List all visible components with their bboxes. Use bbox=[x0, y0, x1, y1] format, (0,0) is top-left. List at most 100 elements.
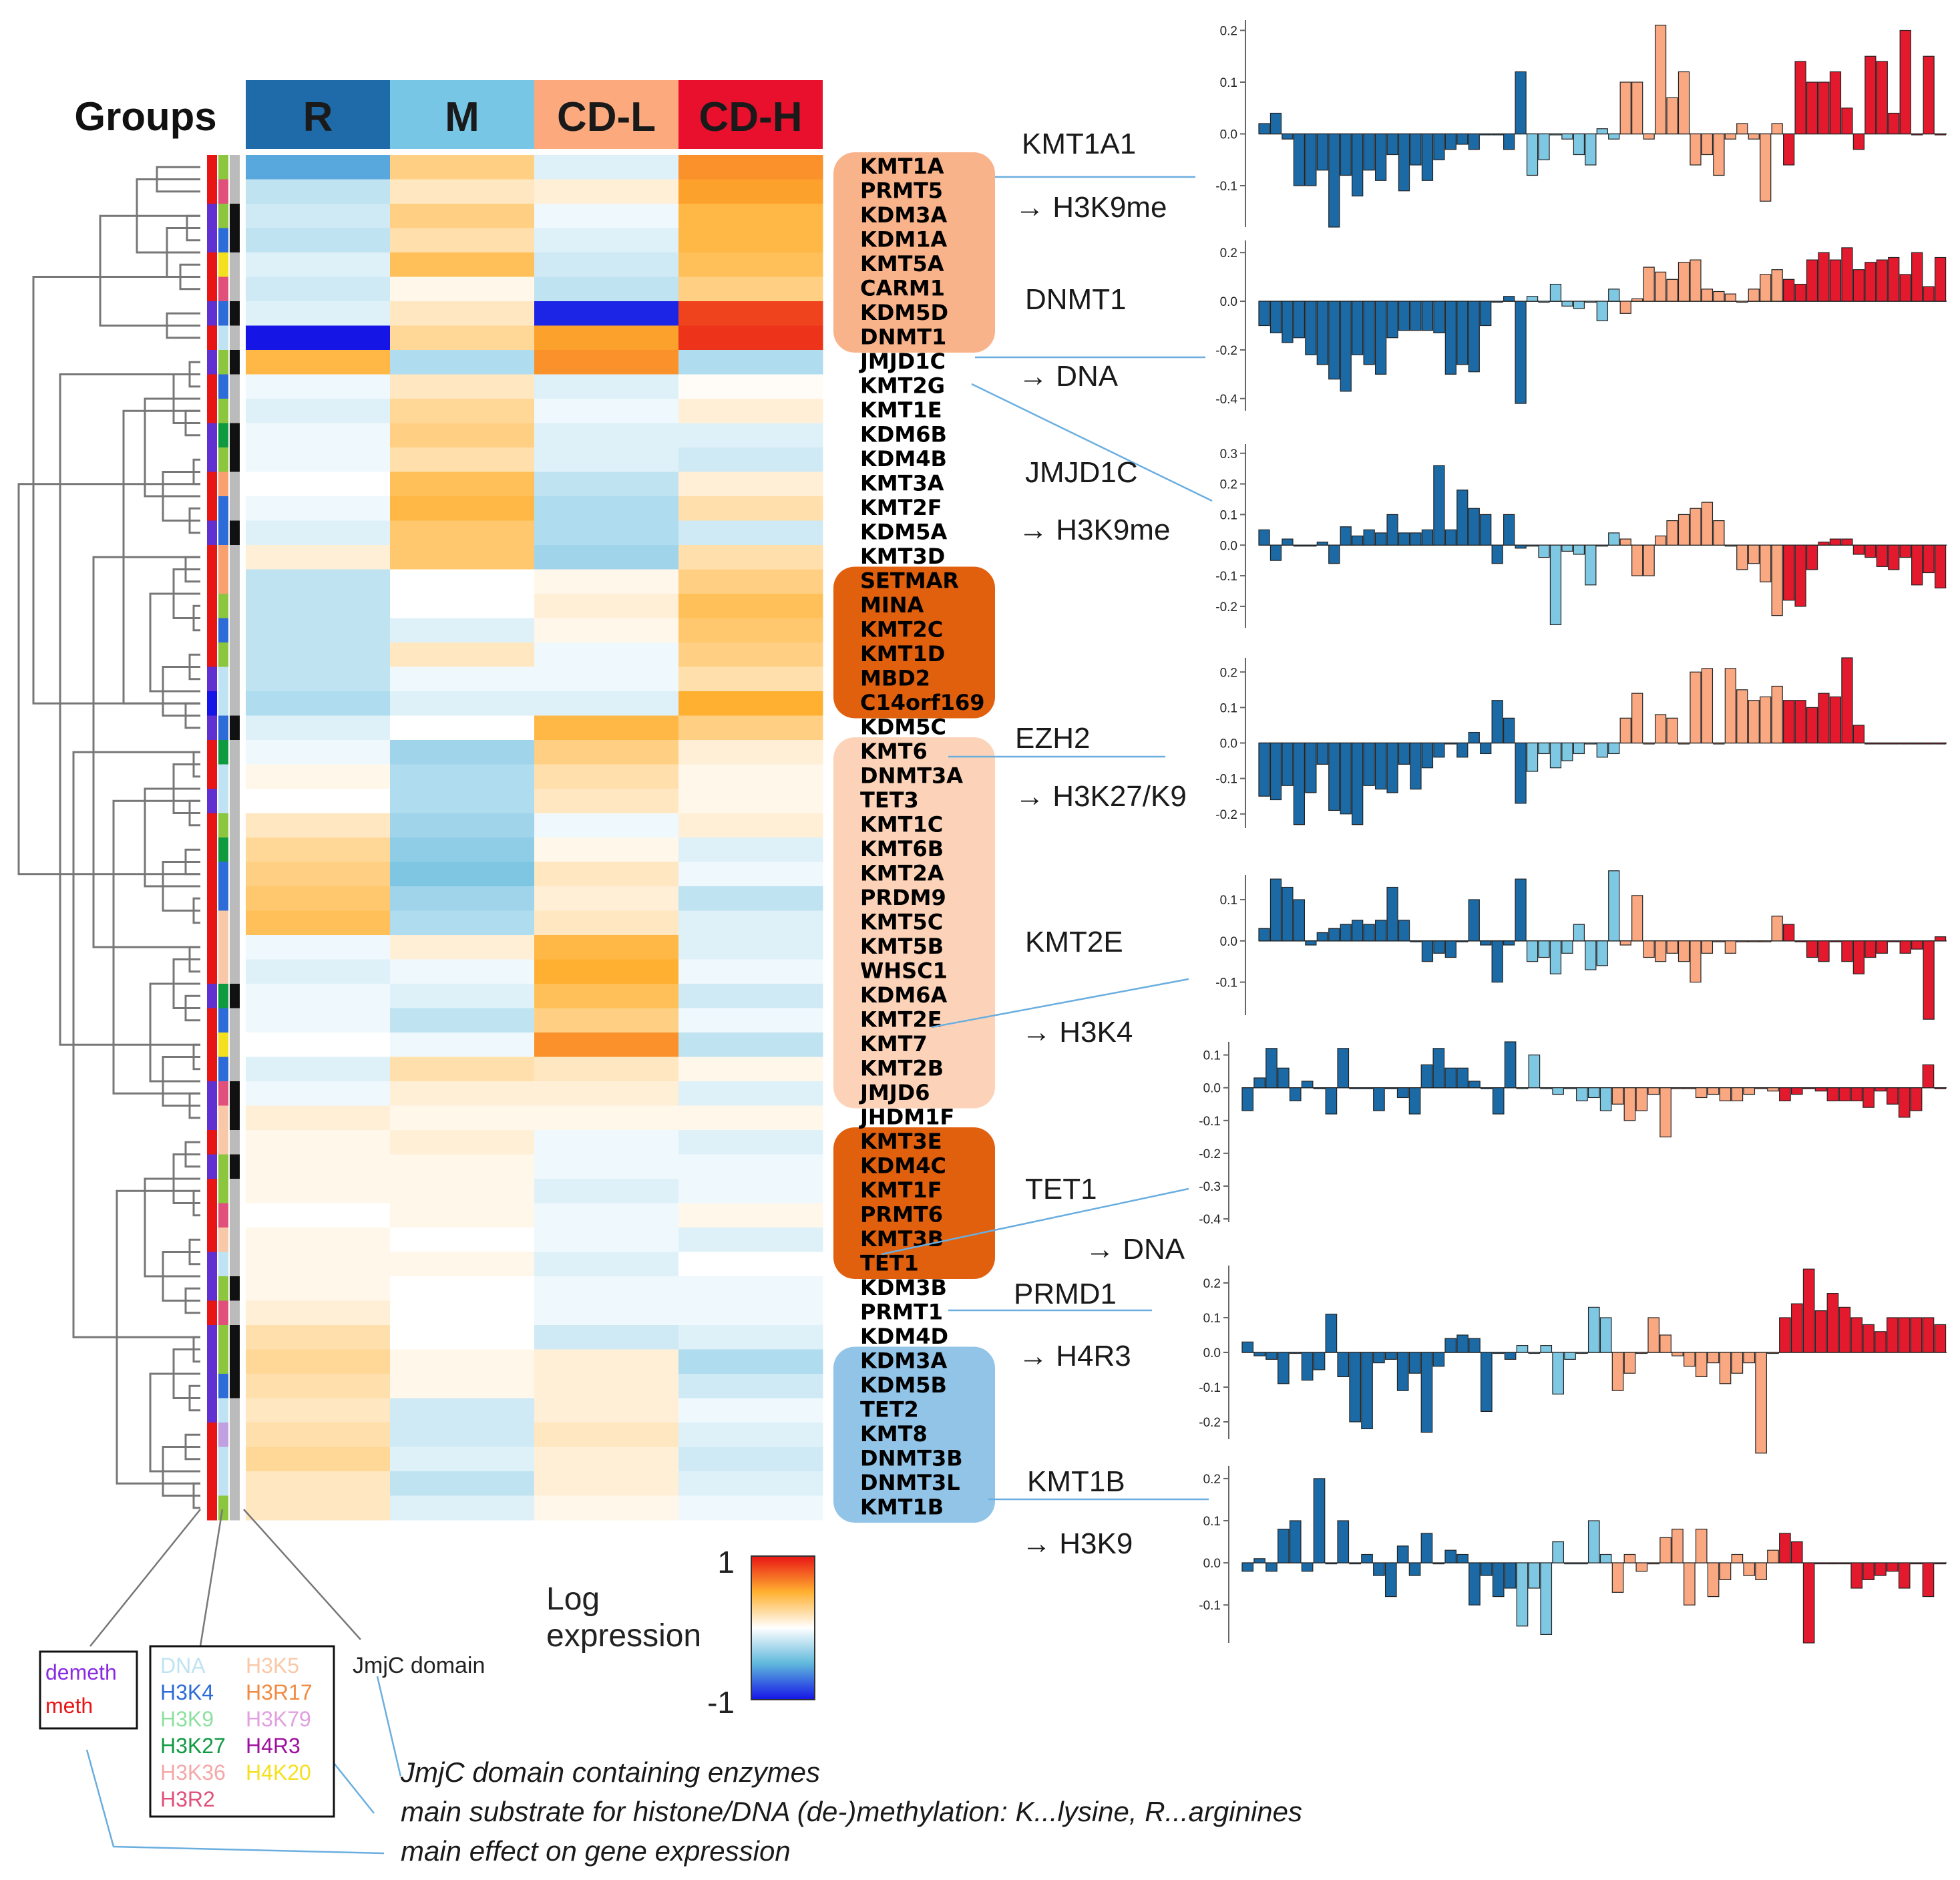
y-tick-label: 0.1 bbox=[1203, 1312, 1221, 1326]
heat-cell bbox=[390, 1374, 535, 1398]
side-color-col3 bbox=[230, 520, 240, 546]
bar bbox=[1806, 81, 1818, 135]
heat-cell bbox=[246, 1154, 391, 1179]
bar bbox=[1755, 1562, 1767, 1580]
bar bbox=[1713, 742, 1725, 745]
bar bbox=[1561, 940, 1573, 954]
bar bbox=[1515, 71, 1527, 135]
side-color-col3 bbox=[230, 155, 240, 180]
bar bbox=[1888, 742, 1900, 745]
heat-cell bbox=[246, 667, 391, 692]
bar bbox=[1398, 301, 1410, 331]
side-color-col2 bbox=[218, 496, 228, 521]
bar bbox=[1794, 544, 1806, 607]
heat-cell bbox=[534, 1179, 679, 1203]
side-color-col3 bbox=[230, 1447, 240, 1472]
bar bbox=[1755, 1352, 1767, 1454]
bar bbox=[1468, 508, 1480, 546]
heat-cell bbox=[534, 837, 679, 862]
heat-cell bbox=[246, 179, 391, 204]
bar bbox=[1433, 301, 1445, 334]
bar bbox=[1647, 1087, 1660, 1095]
bar bbox=[1468, 1562, 1481, 1606]
heat-cell bbox=[534, 228, 679, 253]
bar bbox=[1841, 247, 1853, 302]
gene-label: KMT6 bbox=[860, 739, 928, 764]
bar bbox=[1456, 742, 1468, 758]
heat-cell bbox=[534, 935, 679, 960]
heat-cell bbox=[678, 1325, 823, 1350]
bar bbox=[1352, 535, 1364, 546]
bar bbox=[1818, 81, 1830, 135]
heat-cell bbox=[390, 1300, 535, 1326]
bar bbox=[1666, 520, 1678, 546]
bar bbox=[1386, 886, 1398, 942]
annotation-effect: → H3K9me bbox=[1015, 191, 1167, 224]
bar bbox=[1491, 133, 1503, 136]
side-color-col2 bbox=[218, 325, 228, 351]
heat-cell bbox=[678, 1252, 823, 1277]
bar bbox=[1373, 1087, 1385, 1111]
heat-cell bbox=[534, 472, 679, 497]
bar bbox=[1838, 1306, 1851, 1353]
dendrogram-branch bbox=[149, 592, 200, 693]
side-color-col2 bbox=[218, 764, 228, 789]
bar bbox=[1886, 1562, 1899, 1572]
heat-cell bbox=[678, 1447, 823, 1472]
bar bbox=[1468, 1338, 1481, 1353]
side-color-col2 bbox=[218, 1228, 228, 1252]
heat-cell bbox=[678, 1008, 823, 1033]
bar bbox=[1325, 1562, 1338, 1565]
side-color-col2 bbox=[218, 423, 228, 448]
heat-cell bbox=[678, 1179, 823, 1203]
side-color-col2 bbox=[218, 715, 228, 741]
bar bbox=[1503, 717, 1515, 744]
y-tick-label: 0.2 bbox=[1220, 666, 1237, 680]
bar bbox=[1516, 1562, 1529, 1627]
side-color-col2 bbox=[218, 1423, 228, 1447]
heat-cell bbox=[678, 813, 823, 838]
bar bbox=[1444, 940, 1456, 958]
bar bbox=[1386, 514, 1398, 546]
y-tick-label: 0.1 bbox=[1220, 701, 1237, 715]
bar bbox=[1481, 1562, 1493, 1576]
side-color-col2 bbox=[218, 935, 228, 960]
heat-cell bbox=[534, 301, 679, 326]
y-tick-label: 0.0 bbox=[1203, 1346, 1221, 1360]
heat-cell bbox=[678, 764, 823, 789]
side-color-col3 bbox=[230, 1349, 240, 1374]
y-tick-label: 0.3 bbox=[1220, 447, 1237, 461]
heat-cell bbox=[534, 204, 679, 228]
gene-label: KMT5A bbox=[860, 251, 944, 276]
heat-cell bbox=[390, 1495, 535, 1521]
heat-cell bbox=[678, 959, 823, 984]
bar bbox=[1398, 742, 1410, 765]
bar bbox=[1313, 1087, 1326, 1089]
bar bbox=[1316, 301, 1328, 365]
side-color-col3 bbox=[230, 1203, 240, 1228]
heat-cell bbox=[534, 496, 679, 521]
heat-cell bbox=[534, 910, 679, 936]
bar bbox=[1659, 1334, 1672, 1353]
bar bbox=[1875, 1562, 1887, 1576]
side-color-col3 bbox=[230, 447, 240, 472]
heat-cell bbox=[678, 1471, 823, 1496]
heat-cell bbox=[678, 618, 823, 643]
bar bbox=[1911, 544, 1923, 586]
heat-cell bbox=[678, 1203, 823, 1228]
side-color-col2 bbox=[218, 374, 228, 399]
heat-cell bbox=[390, 862, 535, 887]
bar bbox=[1573, 301, 1585, 309]
side-color-col2 bbox=[218, 1130, 228, 1155]
heat-cell bbox=[534, 155, 679, 180]
bar bbox=[1736, 940, 1748, 942]
gene-label: KDM6A bbox=[860, 982, 947, 1008]
bar bbox=[1666, 717, 1678, 744]
bar bbox=[1850, 1562, 1863, 1589]
bar bbox=[1325, 1087, 1338, 1115]
bar bbox=[1748, 940, 1760, 942]
bar bbox=[1850, 1087, 1863, 1101]
heat-cell bbox=[246, 252, 391, 277]
heat-cell bbox=[678, 789, 823, 813]
bar bbox=[1743, 1087, 1756, 1095]
